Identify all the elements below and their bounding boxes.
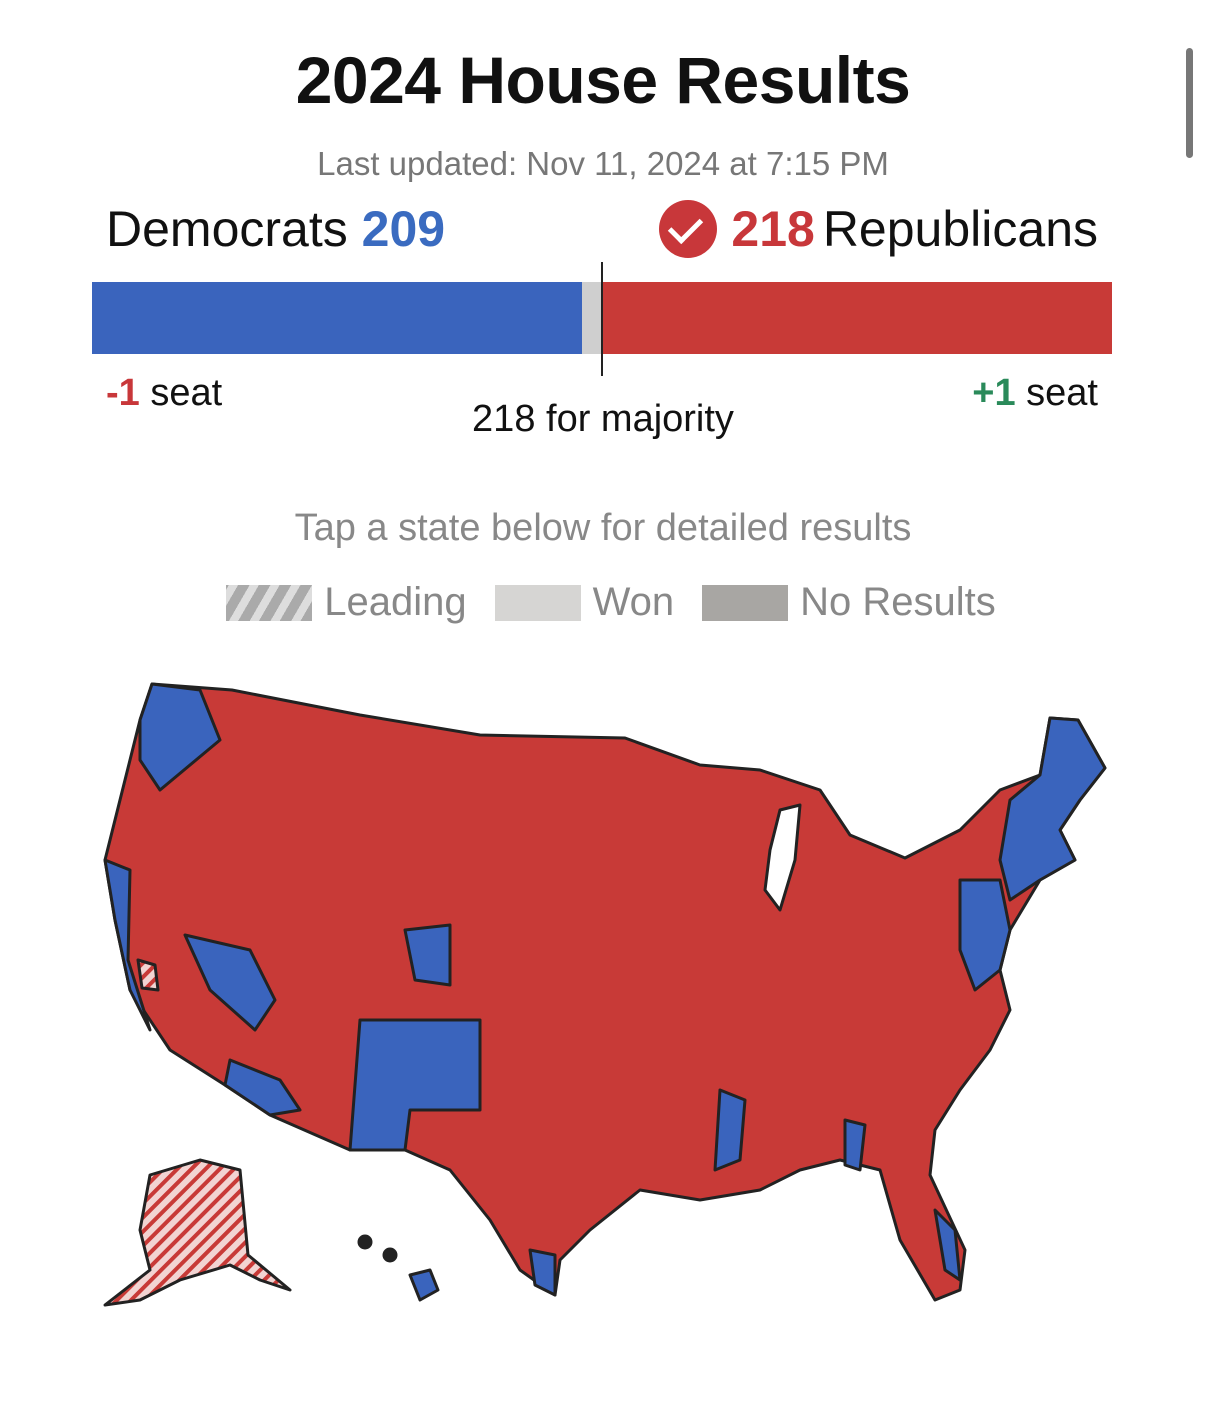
district-midatlantic-blue[interactable]	[958, 878, 1012, 992]
legend-no-results: No Results	[800, 580, 996, 624]
rep-seat-bar	[600, 282, 1112, 354]
seat-bar	[92, 282, 1112, 354]
check-circle-icon	[659, 200, 718, 258]
great-lake-michigan	[763, 803, 802, 912]
majority-line	[601, 262, 603, 376]
district-colorado-blue[interactable]	[403, 923, 452, 987]
legend-leading: Leading	[324, 580, 467, 624]
dem-seat-bar	[92, 282, 583, 354]
district-mississippi-blue[interactable]	[713, 1088, 747, 1172]
legend: Leading Won No Results	[0, 580, 1206, 625]
district-georgia-blue[interactable]	[843, 1118, 867, 1172]
hawaii[interactable]	[408, 1268, 440, 1302]
district-texas-south-blue[interactable]	[528, 1248, 557, 1297]
alaska[interactable]	[103, 1158, 292, 1307]
district-new-england-blue[interactable]	[998, 716, 1107, 902]
instructions: Tap a state below for detailed results	[294, 507, 912, 549]
page-title: 2024 House Results	[295, 43, 911, 117]
undecided-seat-bar	[582, 282, 601, 354]
district-arizona-blue[interactable]	[223, 1058, 302, 1117]
republicans-label: Republicans	[822, 201, 1098, 257]
hawaii-island[interactable]	[357, 1234, 373, 1250]
district-new-mexico-blue[interactable]	[348, 1018, 482, 1152]
district-nevada-blue[interactable]	[183, 933, 277, 1032]
rep-seat-change: +1 seat	[972, 372, 1098, 414]
republicans-seats: 218	[731, 201, 815, 257]
no-results-swatch	[702, 584, 789, 621]
last-updated: Last updated: Nov 11, 2024 at 7:15 PM	[317, 145, 889, 182]
democrats-label: Democrats	[106, 201, 348, 257]
us-house-map[interactable]	[0, 660, 1206, 1340]
democrats-total: Democrats 209	[106, 200, 445, 258]
majority-label: 218 for majority	[472, 398, 734, 440]
district-california-blue[interactable]	[103, 858, 152, 1032]
district-west-coast-blue[interactable]	[138, 682, 222, 792]
won-swatch	[494, 584, 581, 621]
district-florida-blue[interactable]	[933, 1208, 962, 1282]
republicans-total: 218 Republicans	[659, 200, 1098, 258]
democrats-seats: 209	[361, 201, 446, 257]
legend-won: Won	[592, 580, 675, 624]
dem-seat-change: -1 seat	[106, 372, 223, 414]
scrollbar[interactable]	[1186, 48, 1193, 158]
hawaii-island[interactable]	[382, 1247, 398, 1263]
leading-swatch	[226, 584, 313, 621]
district-california-leading[interactable]	[136, 958, 160, 992]
